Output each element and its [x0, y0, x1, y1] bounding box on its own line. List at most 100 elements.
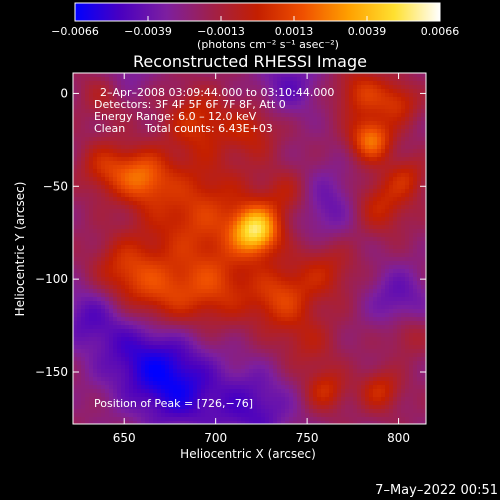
- heatmap-cell: [285, 209, 290, 214]
- heatmap-cell: [293, 161, 298, 166]
- heatmap-cell: [141, 249, 146, 254]
- heatmap-cell: [81, 157, 86, 162]
- heatmap-cell: [221, 293, 226, 298]
- heatmap-cell: [409, 265, 414, 270]
- heatmap-cell: [157, 101, 162, 106]
- heatmap-cell: [269, 165, 274, 170]
- heatmap-cell: [393, 77, 398, 82]
- heatmap-cell: [237, 233, 242, 238]
- heatmap-cell: [329, 237, 334, 242]
- heatmap-cell: [417, 169, 422, 174]
- heatmap-cell: [181, 289, 186, 294]
- heatmap-cell: [129, 289, 134, 294]
- heatmap-cell: [229, 293, 234, 298]
- heatmap-cell: [341, 165, 346, 170]
- heatmap-cell: [325, 277, 330, 282]
- heatmap-cell: [181, 241, 186, 246]
- heatmap-cell: [297, 237, 302, 242]
- heatmap-cell: [301, 209, 306, 214]
- heatmap-cell: [173, 149, 178, 154]
- heatmap-cell: [317, 277, 322, 282]
- heatmap-cell: [309, 101, 314, 106]
- heatmap-cell: [157, 181, 162, 186]
- heatmap-cell: [225, 237, 230, 242]
- heatmap-cell: [109, 169, 114, 174]
- heatmap-cell: [345, 253, 350, 258]
- heatmap-cell: [189, 105, 194, 110]
- heatmap-cell: [169, 149, 174, 154]
- heatmap-cell: [353, 205, 358, 210]
- heatmap-cell: [101, 237, 106, 242]
- heatmap-cell: [341, 289, 346, 294]
- heatmap-cell: [357, 265, 362, 270]
- heatmap-cell: [313, 113, 318, 118]
- heatmap-cell: [253, 185, 258, 190]
- heatmap-cell: [141, 73, 146, 78]
- heatmap-cell: [305, 241, 310, 246]
- heatmap-cell: [281, 113, 286, 118]
- heatmap-cell: [285, 233, 290, 238]
- heatmap-cell: [285, 217, 290, 222]
- heatmap-cell: [301, 133, 306, 138]
- heatmap-cell: [369, 81, 374, 86]
- heatmap-cell: [381, 293, 386, 298]
- heatmap-cell: [233, 141, 238, 146]
- heatmap-cell: [413, 121, 418, 126]
- heatmap-cell: [277, 181, 282, 186]
- heatmap-cell: [165, 277, 170, 282]
- heatmap-cell: [289, 225, 294, 230]
- heatmap-cell: [169, 89, 174, 94]
- heatmap-cell: [105, 125, 110, 130]
- heatmap-cell: [149, 117, 154, 122]
- heatmap-cell: [221, 261, 226, 266]
- heatmap-cell: [349, 113, 354, 118]
- heatmap-cell: [293, 169, 298, 174]
- heatmap-cell: [77, 201, 82, 206]
- heatmap-cell: [101, 293, 106, 298]
- heatmap-cell: [237, 281, 242, 286]
- heatmap-cell: [241, 185, 246, 190]
- heatmap-cell: [269, 185, 274, 190]
- heatmap-cell: [229, 253, 234, 258]
- heatmap-cell: [213, 217, 218, 222]
- heatmap-cell: [209, 225, 214, 230]
- heatmap-cell: [293, 281, 298, 286]
- heatmap-cell: [337, 213, 342, 218]
- heatmap-cell: [225, 77, 230, 82]
- heatmap-cell: [329, 121, 334, 126]
- heatmap-cell: [157, 133, 162, 138]
- heatmap-cell: [125, 81, 130, 86]
- heatmap-cell: [265, 201, 270, 206]
- heatmap-cell: [293, 77, 298, 82]
- heatmap-cell: [421, 77, 426, 82]
- heatmap-cell: [261, 121, 266, 126]
- heatmap-cell: [365, 185, 370, 190]
- heatmap-cell: [321, 109, 326, 114]
- heatmap-cell: [221, 153, 226, 158]
- heatmap-cell: [185, 193, 190, 198]
- heatmap-cell: [185, 197, 190, 202]
- heatmap-cell: [253, 197, 258, 202]
- heatmap-cell: [361, 213, 366, 218]
- heatmap-cell: [345, 249, 350, 254]
- heatmap-cell: [349, 165, 354, 170]
- heatmap-cell: [333, 261, 338, 266]
- heatmap-cell: [101, 241, 106, 246]
- heatmap-cell: [73, 229, 78, 234]
- heatmap-cell: [133, 109, 138, 114]
- heatmap-cell: [105, 221, 110, 226]
- heatmap-cell: [165, 265, 170, 270]
- heatmap-cell: [321, 249, 326, 254]
- heatmap-cell: [85, 285, 90, 290]
- heatmap-cell: [161, 113, 166, 118]
- heatmap-cell: [385, 261, 390, 266]
- heatmap-cell: [317, 173, 322, 178]
- heatmap-cell: [337, 73, 342, 78]
- heatmap-cell: [265, 241, 270, 246]
- heatmap-cell: [373, 197, 378, 202]
- heatmap-cell: [189, 109, 194, 114]
- heatmap-cell: [301, 293, 306, 298]
- heatmap-cell: [89, 217, 94, 222]
- heatmap-cell: [349, 241, 354, 246]
- heatmap-cell: [265, 149, 270, 154]
